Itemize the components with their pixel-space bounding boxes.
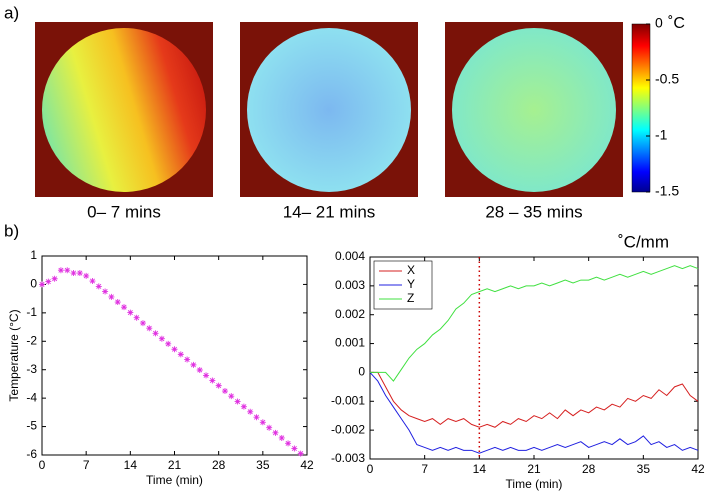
star-marker xyxy=(57,267,64,274)
x-tick-label: 14 xyxy=(124,458,138,472)
y-tick-label: -3 xyxy=(26,362,37,376)
star-marker xyxy=(108,293,115,300)
x-tick-label: 7 xyxy=(421,462,428,476)
star-marker xyxy=(114,299,121,306)
x-tick-label: 0 xyxy=(367,462,374,476)
plot-frame xyxy=(41,255,308,456)
y-tick-label: -0.003 xyxy=(331,451,365,465)
star-marker xyxy=(285,440,292,447)
y-tick-label: -2 xyxy=(26,333,37,347)
star-marker xyxy=(278,434,285,441)
colorbar-tick-label: -0.5 xyxy=(655,71,679,87)
x-tick-label: 0 xyxy=(39,458,46,472)
legend-label: Y xyxy=(407,277,415,291)
heatmap-disc xyxy=(247,28,411,192)
star-marker xyxy=(215,382,222,389)
series-line xyxy=(370,265,699,382)
star-marker xyxy=(253,414,260,421)
star-marker xyxy=(51,275,58,282)
star-marker xyxy=(139,320,146,327)
panel-label: a) xyxy=(4,3,19,22)
star-marker xyxy=(64,267,71,274)
star-marker xyxy=(83,272,90,279)
colorbar-tick-label: 0 xyxy=(655,15,663,31)
caption: 28 – 35 mins xyxy=(485,202,582,221)
star-marker xyxy=(76,270,83,277)
star-marker xyxy=(70,270,77,277)
x-tick-label: 42 xyxy=(300,458,314,472)
y-tick-label: -4 xyxy=(26,390,37,404)
star-marker xyxy=(146,325,153,332)
x-tick-label: 28 xyxy=(212,458,226,472)
y-tick-label: 0.001 xyxy=(335,336,365,350)
y-tick-label: 0.003 xyxy=(335,278,365,292)
panel-label: b) xyxy=(4,221,19,240)
star-marker xyxy=(272,429,279,436)
star-marker xyxy=(209,377,216,384)
heatmap-images xyxy=(35,22,651,197)
star-marker xyxy=(203,372,210,379)
star-marker xyxy=(184,356,191,363)
star-marker xyxy=(221,388,228,395)
star-marker xyxy=(228,393,235,400)
y-tick-label: 1 xyxy=(30,248,37,262)
y-tick-label: -6 xyxy=(26,447,37,461)
star-marker xyxy=(291,445,298,452)
y-tick-label: -1 xyxy=(26,305,37,319)
star-marker xyxy=(165,340,172,347)
star-marker xyxy=(152,330,159,337)
star-marker xyxy=(158,335,165,342)
star-marker xyxy=(89,278,96,285)
star-marker xyxy=(133,314,140,321)
x-axis-label: Time (min) xyxy=(506,477,563,491)
x-tick-label: 21 xyxy=(168,458,182,472)
legend-label: Z xyxy=(407,291,414,305)
star-marker xyxy=(39,281,45,288)
star-marker xyxy=(102,288,109,295)
y-tick-label: 0.004 xyxy=(335,249,365,263)
y-tick-label: -0.001 xyxy=(331,393,365,407)
colorbar-unit: ˚C xyxy=(668,15,685,32)
star-marker xyxy=(259,419,266,426)
star-marker xyxy=(190,361,197,368)
y-tick-label: 0.002 xyxy=(335,307,365,321)
y-tick-label: 0 xyxy=(30,277,37,291)
star-marker xyxy=(247,408,254,415)
star-marker xyxy=(95,283,102,290)
star-marker xyxy=(234,398,241,405)
star-marker xyxy=(240,403,247,410)
caption: 14– 21 mins xyxy=(283,202,376,221)
y-tick-label: 0 xyxy=(358,365,365,379)
x-tick-label: 21 xyxy=(527,462,541,476)
x-tick-label: 7 xyxy=(83,458,90,472)
x-axis-label: Time (min) xyxy=(146,473,203,487)
star-marker xyxy=(45,278,52,285)
colorbar xyxy=(631,23,651,193)
y-axis-label: Temperature (°C) xyxy=(7,309,21,401)
caption: 0– 7 mins xyxy=(87,202,161,221)
star-marker xyxy=(297,450,304,457)
x-tick-label: 42 xyxy=(691,462,705,476)
heatmap-disc xyxy=(42,28,206,192)
series-line xyxy=(369,372,699,454)
star-marker xyxy=(171,346,178,353)
star-marker xyxy=(196,366,203,373)
series-line xyxy=(370,371,699,428)
colorbar-tick-label: -1.5 xyxy=(655,183,679,199)
x-tick-label: 14 xyxy=(473,462,487,476)
y-tick-label: -0.002 xyxy=(331,422,365,436)
x-tick-label: 28 xyxy=(582,462,596,476)
unit-label: ˚C/mm xyxy=(618,232,669,251)
star-marker xyxy=(177,351,184,358)
legend-label: X xyxy=(407,263,415,277)
x-tick-label: 35 xyxy=(256,458,270,472)
star-marker xyxy=(127,309,134,316)
x-tick-label: 35 xyxy=(637,462,651,476)
star-marker xyxy=(121,304,128,311)
heatmap-disc xyxy=(452,28,616,192)
y-tick-label: -5 xyxy=(26,419,37,433)
colorbar-tick-label: -1 xyxy=(655,127,668,143)
star-marker xyxy=(266,424,273,431)
